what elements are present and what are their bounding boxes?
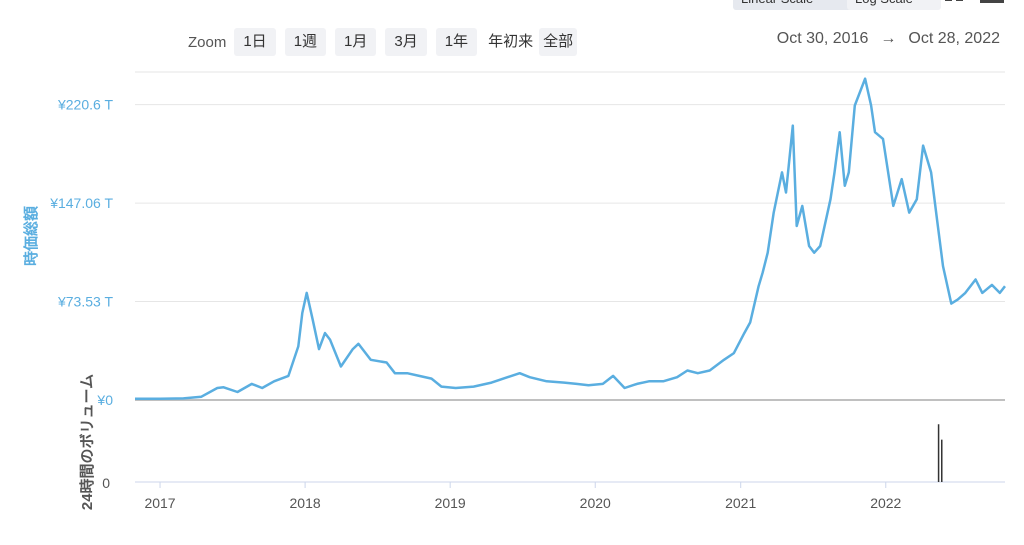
volume-axis-label: 24時間のボリューム bbox=[78, 374, 96, 510]
volume-bars bbox=[937, 424, 943, 482]
y-tick-label: ¥147.06 T bbox=[49, 195, 113, 211]
zoom-1m-button[interactable]: 1月 bbox=[335, 28, 377, 56]
range-end-date[interactable]: Oct 28, 2022 bbox=[908, 30, 1000, 47]
y-axis-ticks: ¥0 ¥73.53 T ¥147.06 T ¥220.6 T bbox=[49, 97, 113, 408]
x-tick-label: 2018 bbox=[290, 495, 321, 511]
zoom-1w-button[interactable]: 1週 bbox=[284, 28, 327, 56]
volume-tick-0: 0 bbox=[102, 475, 110, 491]
x-axis-ticks: 2017 2018 2019 2020 2021 2022 bbox=[144, 482, 902, 511]
y-axis-label: 時価総額 bbox=[22, 206, 40, 266]
zoom-ytd-button[interactable]: 年初来 bbox=[488, 33, 534, 50]
x-tick-label: 2021 bbox=[725, 495, 756, 511]
zoom-all-button[interactable]: 全部 bbox=[539, 28, 578, 56]
zoom-3m-button[interactable]: 3月 bbox=[385, 28, 427, 56]
series-line bbox=[135, 77, 1006, 400]
x-tick-label: 2017 bbox=[144, 495, 175, 511]
grid-lines bbox=[135, 104, 1005, 401]
zoom-1y-button[interactable]: 1年 bbox=[435, 28, 478, 56]
volume-bar bbox=[941, 439, 943, 482]
linear-scale-button[interactable]: Linear Scale bbox=[733, 0, 855, 10]
zoom-selector: Zoom 1日 1週 1月 3月 1年 年初来 全部 bbox=[188, 28, 586, 56]
y-tick-label: ¥0 bbox=[96, 392, 113, 408]
log-scale-button[interactable]: Log Scale bbox=[847, 0, 941, 10]
range-start-date[interactable]: Oct 30, 2016 bbox=[776, 30, 869, 47]
range-arrow-icon: → bbox=[880, 30, 897, 47]
menu-icon[interactable] bbox=[980, 0, 1004, 6]
x-tick-label: 2019 bbox=[435, 495, 466, 511]
zoom-1d-button[interactable]: 1日 bbox=[234, 28, 276, 56]
x-tick-label: 2020 bbox=[580, 495, 611, 511]
y-tick-label: ¥220.6 T bbox=[57, 97, 113, 113]
date-range: Oct 30, 2016 → Oct 28, 2022 bbox=[777, 30, 1000, 48]
zoom-label: Zoom bbox=[188, 33, 227, 51]
top-toolbar: Linear Scale Log Scale bbox=[0, 0, 1024, 12]
volume-bar bbox=[937, 424, 940, 482]
x-tick-label: 2022 bbox=[870, 495, 901, 511]
y-tick-label: ¥73.53 T bbox=[57, 294, 113, 310]
